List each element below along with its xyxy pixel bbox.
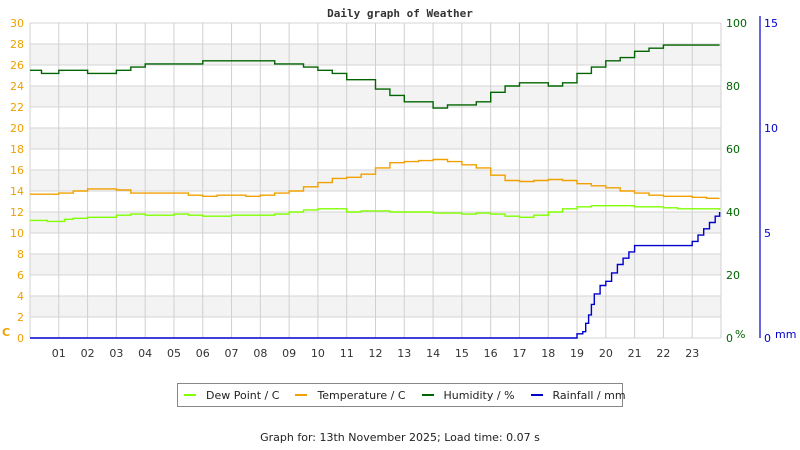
svg-text:05: 05 — [167, 347, 181, 360]
svg-text:11: 11 — [340, 347, 354, 360]
svg-text:100: 100 — [726, 17, 747, 30]
plot-grid — [29, 22, 722, 339]
chart-title: Daily graph of Weather — [327, 7, 473, 20]
svg-text:14: 14 — [426, 347, 440, 360]
rainfall-axis: 5 10 15 0 mm — [759, 16, 796, 345]
legend-label: Humidity / % — [443, 388, 515, 402]
temperature-swatch-icon — [295, 394, 308, 396]
svg-text:10: 10 — [311, 347, 325, 360]
svg-text:mm: mm — [775, 328, 796, 341]
svg-text:06: 06 — [196, 347, 210, 360]
svg-text:09: 09 — [282, 347, 296, 360]
legend: Dew Point / C Temperature / C Humidity /… — [177, 383, 626, 407]
svg-text:20: 20 — [10, 122, 24, 135]
legend-label: Temperature / C — [317, 388, 406, 402]
svg-text:28: 28 — [10, 38, 24, 51]
svg-text:12: 12 — [369, 347, 383, 360]
legend-item-humidity: Humidity / % — [420, 389, 515, 402]
svg-text:13: 13 — [397, 347, 411, 360]
svg-text:21: 21 — [628, 347, 642, 360]
svg-text:0: 0 — [17, 332, 24, 345]
humidity-swatch-icon — [421, 394, 434, 396]
series-line-humidity — [30, 44, 720, 109]
legend-label: Rainfall / mm — [552, 388, 626, 402]
svg-text:19: 19 — [570, 347, 584, 360]
rainfall-swatch-icon — [530, 394, 543, 396]
svg-text:14: 14 — [10, 185, 24, 198]
svg-text:02: 02 — [81, 347, 95, 360]
weather-chart: Daily graph of Weather 02468101214161820… — [2, 7, 796, 360]
svg-text:2: 2 — [17, 311, 24, 324]
svg-text:5: 5 — [764, 227, 771, 240]
svg-text:80: 80 — [726, 80, 740, 93]
svg-text:01: 01 — [52, 347, 66, 360]
legend-item-temperature: Temperature / C — [293, 388, 406, 402]
series-lines — [30, 44, 721, 339]
svg-text:03: 03 — [109, 347, 123, 360]
svg-text:40: 40 — [726, 206, 740, 219]
svg-text:0: 0 — [764, 332, 771, 345]
svg-text:07: 07 — [225, 347, 239, 360]
svg-text:20: 20 — [599, 347, 613, 360]
svg-text:30: 30 — [10, 17, 24, 30]
svg-text:16: 16 — [10, 164, 24, 177]
svg-text:17: 17 — [512, 347, 526, 360]
svg-text:0: 0 — [726, 332, 733, 345]
svg-text:%: % — [735, 328, 745, 341]
svg-text:15: 15 — [455, 347, 469, 360]
svg-text:26: 26 — [10, 59, 24, 72]
svg-text:12: 12 — [10, 206, 24, 219]
svg-text:08: 08 — [253, 347, 267, 360]
svg-text:18: 18 — [541, 347, 555, 360]
dew-point-swatch-icon — [184, 394, 196, 396]
svg-text:18: 18 — [10, 143, 24, 156]
series-line-temperature — [30, 158, 720, 200]
series-line-dew — [30, 204, 721, 223]
svg-text:10: 10 — [10, 227, 24, 240]
svg-text:22: 22 — [10, 101, 24, 114]
svg-text:C: C — [2, 326, 10, 339]
footer-status: Graph for: 13th November 2025; Load time… — [260, 431, 540, 444]
svg-text:4: 4 — [17, 290, 24, 303]
svg-text:04: 04 — [138, 347, 152, 360]
svg-text:22: 22 — [656, 347, 670, 360]
svg-text:60: 60 — [726, 143, 740, 156]
svg-text:23: 23 — [685, 347, 699, 360]
svg-text:8: 8 — [17, 248, 24, 261]
svg-text:24: 24 — [10, 80, 24, 93]
legend-item-rainfall: Rainfall / mm — [529, 389, 626, 402]
hour-axis: 01 02 03 04 05 06 07 08 09 10 11 12 13 14 15 16 17 18 19 20… — [52, 347, 699, 360]
svg-text:16: 16 — [484, 347, 498, 360]
svg-text:15: 15 — [764, 17, 778, 30]
svg-text:20: 20 — [726, 269, 740, 282]
series-line-rainfall — [30, 212, 721, 339]
legend-label: Dew Point / C — [206, 388, 280, 402]
humidity-axis: 20 40 60 80 100 0% — [726, 17, 747, 345]
svg-text:10: 10 — [764, 122, 778, 135]
legend-item-dew-point: Dew Point / C — [182, 389, 279, 402]
svg-text:6: 6 — [17, 269, 24, 282]
